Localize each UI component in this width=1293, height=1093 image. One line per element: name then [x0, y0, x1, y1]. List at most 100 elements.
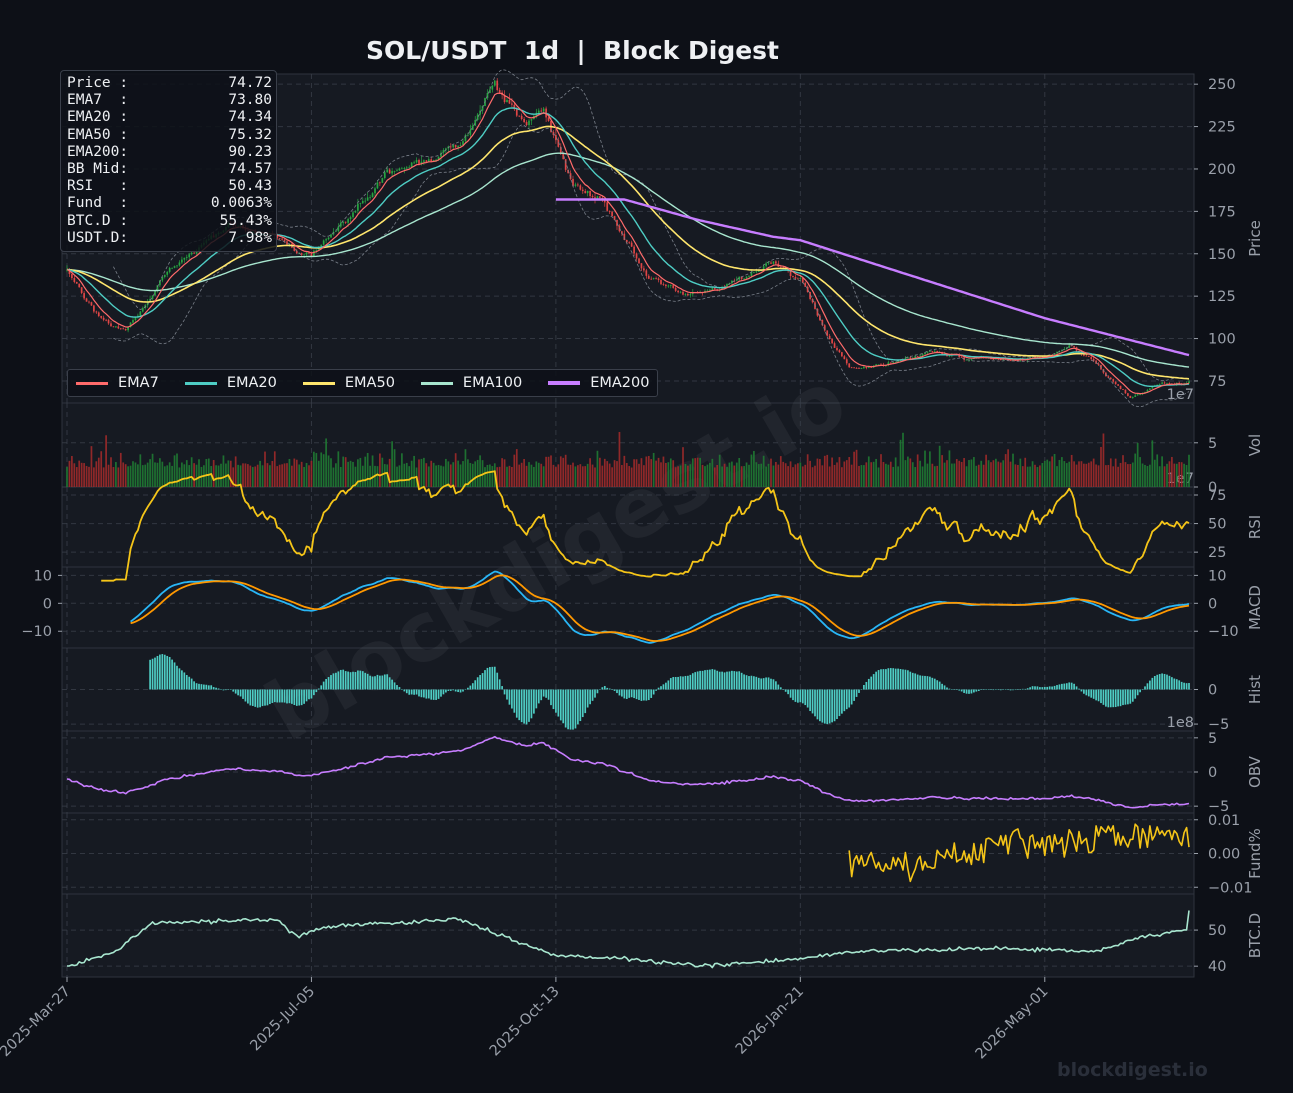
volume-bar: [291, 465, 293, 487]
hist-bar: [398, 687, 401, 690]
hist-bar: [718, 671, 721, 690]
hist-bar: [699, 670, 701, 690]
candle-body: [300, 253, 303, 255]
hist-bar: [809, 689, 811, 712]
volume-bar: [645, 456, 648, 487]
hist-bar: [530, 689, 533, 719]
volume-bar: [205, 459, 208, 487]
volume-bar: [963, 458, 965, 487]
candle-body: [772, 261, 775, 264]
candle-body: [154, 291, 156, 296]
hist-bar: [537, 689, 540, 704]
volume-bar: [237, 464, 239, 487]
volume-bar: [259, 460, 261, 487]
hist-bar: [325, 678, 327, 690]
candle-body: [831, 338, 833, 344]
hist-bar: [999, 689, 1002, 691]
hist-bar: [841, 689, 843, 714]
volume-bar: [1144, 464, 1146, 487]
hist-bar: [608, 688, 611, 690]
candle-body: [926, 351, 929, 353]
volume-bar: [1185, 465, 1188, 487]
candle-body: [335, 230, 337, 232]
candle-body: [838, 350, 841, 353]
hist-bar: [207, 685, 210, 690]
hist-bar: [762, 678, 765, 690]
y-tick-label: −5: [1208, 717, 1229, 733]
hist-bar: [948, 688, 951, 690]
y-tick-label-left: 10: [34, 568, 52, 584]
legend-swatch: [302, 381, 335, 385]
volume-bar: [907, 456, 909, 487]
hist-bar: [393, 682, 396, 690]
hist-bar: [442, 689, 445, 695]
candle-body: [574, 184, 577, 186]
candle-body: [904, 357, 907, 360]
hist-bar: [256, 689, 259, 708]
hist-bar: [687, 675, 689, 690]
volume-bar: [811, 467, 814, 487]
volume-bar: [674, 467, 677, 487]
volume-bar: [1026, 466, 1029, 487]
info-value: 7.98%: [228, 229, 272, 246]
obv-line: [66, 735, 1190, 809]
candle-body: [559, 146, 562, 154]
volume-bar: [484, 467, 486, 487]
volume-bar: [435, 465, 437, 487]
candle-body: [677, 290, 679, 293]
info-label: EMA50 :: [67, 126, 129, 143]
candle-body: [93, 305, 95, 312]
candle-body: [454, 144, 457, 148]
candle-body: [523, 119, 525, 123]
candle-body: [579, 185, 582, 190]
volume-bar: [501, 458, 503, 487]
hist-bar: [1105, 689, 1107, 707]
candle-body: [90, 302, 93, 306]
volume-bar: [1100, 446, 1102, 487]
candle-body: [965, 359, 968, 361]
volume-bar: [335, 463, 337, 487]
hist-bar: [1178, 680, 1181, 690]
volume-bar: [137, 464, 139, 487]
volume-bar: [102, 467, 105, 487]
candle-body: [709, 289, 711, 291]
candle-body: [278, 238, 281, 240]
candle-body: [652, 278, 655, 280]
volume-bar: [601, 465, 604, 487]
hist-bar: [161, 654, 164, 690]
y-tick-label: 0: [1208, 765, 1217, 781]
hist-bar: [672, 677, 675, 690]
candle-body: [188, 254, 191, 258]
volume-bar: [574, 466, 577, 487]
candle-body: [119, 328, 122, 330]
volume-bar: [452, 462, 455, 487]
hist-bar: [1014, 689, 1017, 691]
hist-bar: [489, 667, 491, 690]
hist-bar: [770, 678, 772, 690]
candle-body: [68, 269, 71, 274]
candle-body: [870, 367, 873, 368]
hist-bar: [366, 673, 369, 690]
volume-bar: [660, 462, 662, 487]
volume-bar: [342, 456, 345, 487]
volume-bar: [784, 463, 787, 487]
hist-bar: [305, 689, 308, 702]
candle-body: [1129, 395, 1132, 398]
candle-body: [481, 106, 484, 111]
candle-body: [1122, 389, 1124, 390]
candle-body: [1127, 393, 1129, 396]
candle-body: [775, 261, 777, 264]
hist-bar: [339, 669, 342, 690]
volume-bar: [523, 458, 525, 487]
hist-bar: [361, 671, 364, 690]
candle-body: [665, 284, 667, 287]
volume-bar: [80, 462, 83, 487]
candle-body: [863, 366, 865, 369]
volume-bar: [550, 455, 552, 487]
candle-body: [897, 360, 899, 362]
candle-body: [469, 129, 472, 135]
y-tick-label: 0: [1208, 596, 1217, 612]
hist-bar: [283, 689, 286, 703]
candle-body: [440, 152, 442, 157]
volume-bar: [511, 467, 513, 487]
